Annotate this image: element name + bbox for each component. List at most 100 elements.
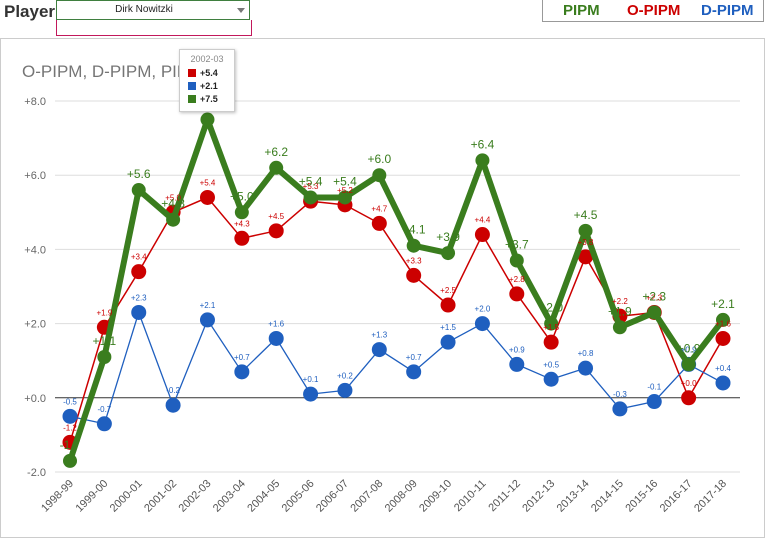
data-point-d-pipm[interactable] bbox=[337, 382, 353, 398]
data-point-d-pipm[interactable] bbox=[62, 408, 78, 424]
data-point-d-pipm[interactable] bbox=[543, 371, 559, 387]
data-point-o-pipm[interactable] bbox=[715, 330, 731, 346]
data-point-d-pipm[interactable] bbox=[303, 386, 319, 402]
data-point-d-pipm[interactable] bbox=[612, 401, 628, 417]
x-tick-label: 2013-14 bbox=[555, 478, 592, 515]
tooltip-row-pipm: +7.5 bbox=[188, 94, 218, 104]
tooltip-value-d-pipm: +2.1 bbox=[200, 81, 218, 91]
data-label-o-pipm: +3.8 bbox=[578, 238, 594, 247]
legend: PIPM O-PIPM D-PIPM bbox=[542, 0, 764, 22]
data-point-pipm[interactable] bbox=[303, 190, 318, 205]
data-point-o-pipm[interactable] bbox=[199, 189, 215, 205]
data-point-pipm[interactable] bbox=[716, 312, 730, 327]
data-label-pipm: +2.0 bbox=[539, 301, 563, 315]
data-label-o-pipm: +4.4 bbox=[475, 216, 491, 225]
data-point-d-pipm[interactable] bbox=[474, 316, 490, 332]
legend-item-o-pipm[interactable]: O-PIPM bbox=[627, 2, 681, 19]
tooltip-swatch-d-pipm bbox=[188, 82, 196, 90]
data-point-pipm[interactable] bbox=[544, 316, 559, 331]
x-tick-label: 2011-12 bbox=[486, 478, 522, 514]
data-label-o-pipm: +2.2 bbox=[612, 297, 628, 306]
data-point-o-pipm[interactable] bbox=[681, 390, 697, 406]
data-point-o-pipm[interactable] bbox=[543, 334, 559, 350]
data-label-o-pipm: +2.5 bbox=[440, 286, 456, 295]
data-point-o-pipm[interactable] bbox=[131, 264, 147, 280]
data-label-o-pipm: +2.8 bbox=[509, 275, 525, 284]
data-point-d-pipm[interactable] bbox=[131, 304, 147, 320]
data-point-d-pipm[interactable] bbox=[509, 356, 525, 372]
data-label-d-pipm: -0.5 bbox=[63, 397, 77, 406]
data-label-d-pipm: +0.1 bbox=[303, 375, 319, 384]
data-point-pipm[interactable] bbox=[337, 190, 352, 205]
data-point-d-pipm[interactable] bbox=[268, 330, 284, 346]
data-point-pipm[interactable] bbox=[234, 205, 249, 220]
legend-item-d-pipm[interactable]: D-PIPM bbox=[701, 2, 754, 19]
data-point-o-pipm[interactable] bbox=[578, 249, 594, 265]
x-tick-label: 2014-15 bbox=[589, 478, 626, 515]
data-point-pipm[interactable] bbox=[475, 153, 490, 168]
data-point-d-pipm[interactable] bbox=[715, 375, 731, 391]
x-tick-label: 2001-02 bbox=[142, 478, 179, 515]
data-point-o-pipm[interactable] bbox=[406, 267, 422, 283]
data-point-pipm[interactable] bbox=[372, 168, 387, 183]
x-tick-label: 2005-06 bbox=[280, 478, 317, 515]
data-point-pipm[interactable] bbox=[97, 349, 112, 364]
data-point-o-pipm[interactable] bbox=[474, 227, 490, 243]
data-point-d-pipm[interactable] bbox=[165, 397, 181, 413]
player-search-input[interactable] bbox=[56, 20, 252, 36]
data-label-d-pipm: +0.8 bbox=[578, 349, 594, 358]
x-tick-label: 2002-03 bbox=[177, 478, 214, 515]
x-tick-label: 1999-00 bbox=[73, 478, 110, 515]
data-label-pipm: +4.5 bbox=[574, 208, 598, 222]
data-point-pipm[interactable] bbox=[63, 453, 77, 468]
data-label-o-pipm: +3.3 bbox=[406, 256, 422, 265]
data-point-d-pipm[interactable] bbox=[440, 334, 456, 350]
chart-title: O-PIPM, D-PIPM, PIPM bbox=[22, 62, 202, 81]
data-point-pipm[interactable] bbox=[200, 112, 215, 127]
data-label-d-pipm: +1.6 bbox=[268, 319, 284, 328]
data-label-pipm: +6.4 bbox=[471, 137, 495, 151]
tooltip-swatch-o-pipm bbox=[188, 69, 196, 77]
data-point-pipm[interactable] bbox=[578, 223, 593, 238]
data-point-d-pipm[interactable] bbox=[646, 394, 662, 410]
data-label-pipm: +2.3 bbox=[642, 289, 666, 303]
data-point-pipm[interactable] bbox=[166, 212, 181, 227]
data-point-d-pipm[interactable] bbox=[199, 312, 215, 328]
data-point-o-pipm[interactable] bbox=[234, 230, 250, 246]
data-label-o-pipm: +2.3 bbox=[646, 293, 662, 302]
data-point-pipm[interactable] bbox=[269, 160, 284, 175]
data-label-o-pipm: +4.7 bbox=[371, 204, 387, 213]
data-label-d-pipm: -0.7 bbox=[97, 405, 111, 414]
data-label-d-pipm: +1.3 bbox=[371, 331, 387, 340]
data-point-o-pipm[interactable] bbox=[440, 297, 456, 313]
data-point-d-pipm[interactable] bbox=[578, 360, 594, 376]
x-tick-label: 2006-07 bbox=[314, 478, 351, 515]
data-point-pipm[interactable] bbox=[612, 320, 627, 335]
data-point-o-pipm[interactable] bbox=[371, 215, 387, 231]
data-point-pipm[interactable] bbox=[509, 253, 524, 268]
player-select[interactable]: Dirk Nowitzki bbox=[56, 0, 250, 20]
data-point-d-pipm[interactable] bbox=[96, 416, 112, 432]
data-point-o-pipm[interactable] bbox=[268, 223, 284, 239]
legend-item-pipm[interactable]: PIPM bbox=[563, 2, 600, 19]
data-point-pipm[interactable] bbox=[406, 238, 421, 253]
data-point-pipm[interactable] bbox=[681, 357, 696, 372]
data-point-pipm[interactable] bbox=[441, 246, 456, 261]
data-point-d-pipm[interactable] bbox=[406, 364, 422, 380]
y-tick-label: +8.0 bbox=[24, 96, 46, 108]
data-label-d-pipm: +0.9 bbox=[681, 345, 697, 354]
data-point-pipm[interactable] bbox=[647, 305, 662, 320]
data-point-pipm[interactable] bbox=[131, 183, 146, 198]
x-tick-label: 2004-05 bbox=[245, 478, 282, 515]
tooltip-title: 2002-03 bbox=[190, 54, 224, 64]
tooltip-value-o-pipm: +5.4 bbox=[200, 68, 218, 78]
data-label-o-pipm: +3.4 bbox=[131, 253, 147, 262]
data-label-pipm: +4.8 bbox=[161, 197, 185, 211]
data-point-d-pipm[interactable] bbox=[371, 342, 387, 358]
data-label-pipm: +2.1 bbox=[711, 297, 735, 311]
data-point-d-pipm[interactable] bbox=[234, 364, 250, 380]
data-label-d-pipm: +0.4 bbox=[715, 364, 731, 373]
data-label-pipm: -1.7 bbox=[60, 438, 81, 452]
data-point-o-pipm[interactable] bbox=[509, 286, 525, 302]
